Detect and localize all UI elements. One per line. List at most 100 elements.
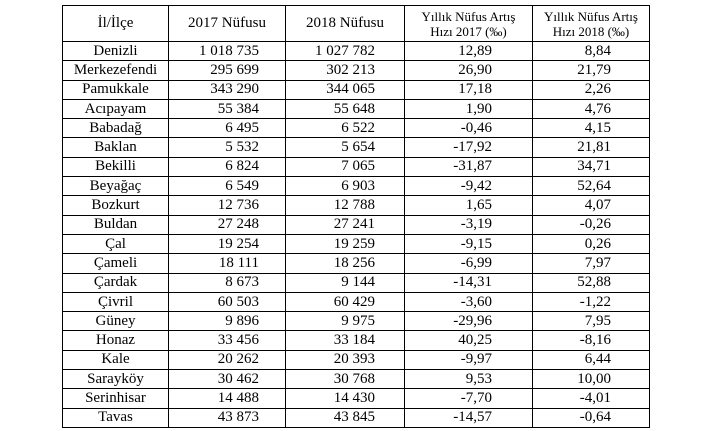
district-cell: Pamukkale xyxy=(62,79,169,100)
value-cell: -9,42 xyxy=(404,176,533,197)
value-cell: 21,81 xyxy=(532,137,650,158)
value-cell: 8,84 xyxy=(532,40,650,62)
value-cell: 6 549 xyxy=(168,176,286,197)
header-cell: 2017 Nüfusu xyxy=(168,5,286,42)
value-cell: -0,26 xyxy=(532,214,650,235)
value-cell: 43 845 xyxy=(285,407,405,428)
value-cell: -14,57 xyxy=(404,407,533,428)
value-cell: 26,90 xyxy=(404,60,533,81)
header-cell: Yıllık Nüfus Artış Hızı 2018 (‰) xyxy=(532,5,650,42)
value-cell: 5 532 xyxy=(168,137,286,158)
value-cell: 7,95 xyxy=(532,311,650,332)
value-cell: 19 254 xyxy=(168,233,286,255)
table-row: Honaz 33 456 33 184 40,25 -8,16 xyxy=(62,330,650,351)
value-cell: 12,89 xyxy=(404,40,533,62)
table-row: Denizli 1 018 735 1 027 782 12,89 8,84 xyxy=(62,40,650,62)
table-row: Merkezefendi 295 699 302 213 26,90 21,79 xyxy=(62,60,650,81)
value-cell: 1 018 735 xyxy=(168,40,286,62)
table-row: Çivril 60 503 60 429 -3,60 -1,22 xyxy=(62,291,650,313)
district-cell: Honaz xyxy=(62,330,169,351)
value-cell: 55 648 xyxy=(285,98,405,120)
value-cell: 4,76 xyxy=(532,98,650,120)
table-row: Sarayköy 30 462 30 768 9,53 10,00 xyxy=(62,369,650,390)
district-cell: Beyağaç xyxy=(62,176,169,197)
value-cell: 343 290 xyxy=(168,79,286,100)
district-cell: Serinhisar xyxy=(62,388,169,409)
district-cell: Babadağ xyxy=(62,118,169,139)
value-cell: 9 975 xyxy=(285,311,405,332)
value-cell: 52,88 xyxy=(532,272,650,293)
value-cell: 10,00 xyxy=(532,369,650,390)
value-cell: 30 462 xyxy=(168,369,286,390)
table-row: Bekilli 6 824 7 065 -31,87 34,71 xyxy=(62,156,650,178)
value-cell: 20 262 xyxy=(168,349,286,371)
district-cell: Merkezefendi xyxy=(62,60,169,81)
value-cell: -7,70 xyxy=(404,388,533,409)
table-row: Pamukkale 343 290 344 065 17,18 2,26 xyxy=(62,79,650,100)
table-row: Çameli 18 111 18 256 -6,99 7,97 xyxy=(62,253,650,274)
district-cell: Sarayköy xyxy=(62,369,169,390)
value-cell: 40,25 xyxy=(404,330,533,351)
value-cell: 2,26 xyxy=(532,79,650,100)
value-cell: 1 027 782 xyxy=(285,40,405,62)
table-row: Kale 20 262 20 393 -9,97 6,44 xyxy=(62,349,650,371)
value-cell: 5 654 xyxy=(285,137,405,158)
value-cell: 18 111 xyxy=(168,253,286,274)
value-cell: 1,90 xyxy=(404,98,533,120)
value-cell: 19 259 xyxy=(285,233,405,255)
value-cell: -4,01 xyxy=(532,388,650,409)
value-cell: -6,99 xyxy=(404,253,533,274)
value-cell: 43 873 xyxy=(168,407,286,428)
value-cell: -31,87 xyxy=(404,156,533,178)
value-cell: -17,92 xyxy=(404,137,533,158)
value-cell: -1,22 xyxy=(532,291,650,313)
table-row: Çal 19 254 19 259 -9,15 0,26 xyxy=(62,233,650,255)
header-cell: İl/İlçe xyxy=(62,5,169,42)
value-cell: -9,97 xyxy=(404,349,533,371)
header-row: İl/İlçe 2017 Nüfusu 2018 Nüfusu Yıllık Nüfu… xyxy=(62,5,650,42)
table-row: Buldan 27 248 27 241 -3,19 -0,26 xyxy=(62,214,650,235)
table-row: Çardak 8 673 9 144 -14,31 52,88 xyxy=(62,272,650,293)
table-row: Babadağ 6 495 6 522 -0,46 4,15 xyxy=(62,118,650,139)
value-cell: 8 673 xyxy=(168,272,286,293)
value-cell: -9,15 xyxy=(404,233,533,255)
table-row: Güney 9 896 9 975 -29,96 7,95 xyxy=(62,311,650,332)
value-cell: 6,44 xyxy=(532,349,650,371)
value-cell: 0,26 xyxy=(532,233,650,255)
table-row: Baklan 5 532 5 654 -17,92 21,81 xyxy=(62,137,650,158)
value-cell: 60 429 xyxy=(285,291,405,313)
value-cell: 6 903 xyxy=(285,176,405,197)
value-cell: 4,15 xyxy=(532,118,650,139)
district-cell: Acıpayam xyxy=(62,98,169,120)
district-cell: Denizli xyxy=(62,40,169,62)
value-cell: 14 488 xyxy=(168,388,286,409)
value-cell: 27 248 xyxy=(168,214,286,235)
value-cell: 295 699 xyxy=(168,60,286,81)
value-cell: 60 503 xyxy=(168,291,286,313)
value-cell: 27 241 xyxy=(285,214,405,235)
value-cell: 6 522 xyxy=(285,118,405,139)
table-row: Acıpayam 55 384 55 648 1,90 4,76 xyxy=(62,98,650,120)
district-cell: Çivril xyxy=(62,291,169,313)
district-cell: Tavas xyxy=(62,407,169,428)
table-row: Serinhisar 14 488 14 430 -7,70 -4,01 xyxy=(62,388,650,409)
value-cell: -3,19 xyxy=(404,214,533,235)
value-cell: 21,79 xyxy=(532,60,650,81)
value-cell: -0,64 xyxy=(532,407,650,428)
value-cell: 9 896 xyxy=(168,311,286,332)
district-cell: Güney xyxy=(62,311,169,332)
value-cell: -0,46 xyxy=(404,118,533,139)
value-cell: 9,53 xyxy=(404,369,533,390)
value-cell: 1,65 xyxy=(404,195,533,216)
district-cell: Baklan xyxy=(62,137,169,158)
value-cell: 6 824 xyxy=(168,156,286,178)
value-cell: 12 788 xyxy=(285,195,405,216)
value-cell: 7 065 xyxy=(285,156,405,178)
header-cell: 2018 Nüfusu xyxy=(285,5,405,42)
table-row: Beyağaç 6 549 6 903 -9,42 52,64 xyxy=(62,176,650,197)
value-cell: -14,31 xyxy=(404,272,533,293)
value-cell: 12 736 xyxy=(168,195,286,216)
value-cell: 18 256 xyxy=(285,253,405,274)
value-cell: 20 393 xyxy=(285,349,405,371)
